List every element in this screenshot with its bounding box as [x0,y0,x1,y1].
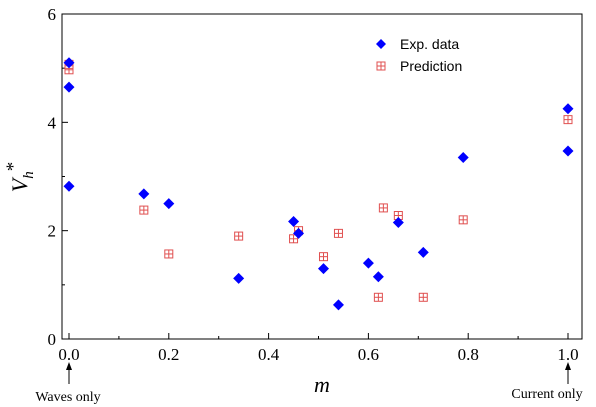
plot-frame [61,13,583,340]
y-tick-label: 4 [48,113,57,132]
x-tick-label: 0.8 [458,345,479,364]
legend-label-exp-data: Exp. data [400,36,459,52]
x-tick-label: 0.0 [58,345,79,364]
annotation-waves-only: Waves only [35,362,101,405]
y-axis-title-sub: h [21,171,37,179]
y-axis-title-main: V [7,176,32,192]
y-tick-label: 2 [48,222,57,241]
exp-data-point [63,81,75,93]
annotation-current-only: Current only [511,362,583,402]
axis-ticks: 0.0 0.2 0.4 0.6 0.8 1.0 0 2 4 6 [48,5,579,364]
legend-label-prediction: Prediction [400,58,462,74]
prediction-point [164,249,174,259]
exp-data-point [317,263,329,275]
prediction-point [458,215,468,225]
y-axis-title-sup: * [3,162,24,172]
x-tick-label: 0.4 [258,345,280,364]
annotation-waves-only-arrowhead [66,362,72,370]
x-tick-label: 0.2 [158,345,179,364]
prediction-point [378,203,388,213]
legend-marker-prediction [376,61,386,71]
annotation-waves-only-label: Waves only [35,390,100,405]
prediction-point [418,292,428,302]
y-axis-title: Vh* [3,162,37,192]
exp-data-point [138,188,150,200]
prediction-point [333,228,343,238]
prediction-point [563,115,573,125]
svg-text:Vh*: Vh* [3,162,37,192]
exp-data-point [332,299,344,311]
exp-data-point [233,272,245,284]
exp-data-point [392,217,404,229]
data-marks [63,57,574,311]
prediction-point [373,292,383,302]
y-tick-label: 6 [48,5,57,24]
x-tick-label: 1.0 [557,345,578,364]
x-tick-label: 0.6 [358,345,379,364]
legend-marker-exp-data [376,39,386,49]
exp-data-point [63,180,75,192]
prediction-point [139,205,149,215]
annotation-current-only-label: Current only [511,387,582,402]
exp-data-point [457,152,469,164]
exp-data-point [372,271,384,283]
exp-data-point [562,145,574,157]
exp-data-point [288,215,300,227]
x-axis-title: m [314,372,330,397]
prediction-point [234,231,244,241]
exp-data-point [417,246,429,258]
exp-data-point [163,198,175,210]
exp-data-point [293,227,305,239]
prediction-point [289,234,299,244]
exp-data-point [362,257,374,269]
legend: Exp. data Prediction [376,36,462,74]
exp-data-point [63,57,75,69]
annotation-current-only-arrowhead [565,362,571,370]
y-tick-label: 0 [48,330,57,349]
exp-data-point [562,103,574,115]
prediction-point [318,252,328,262]
